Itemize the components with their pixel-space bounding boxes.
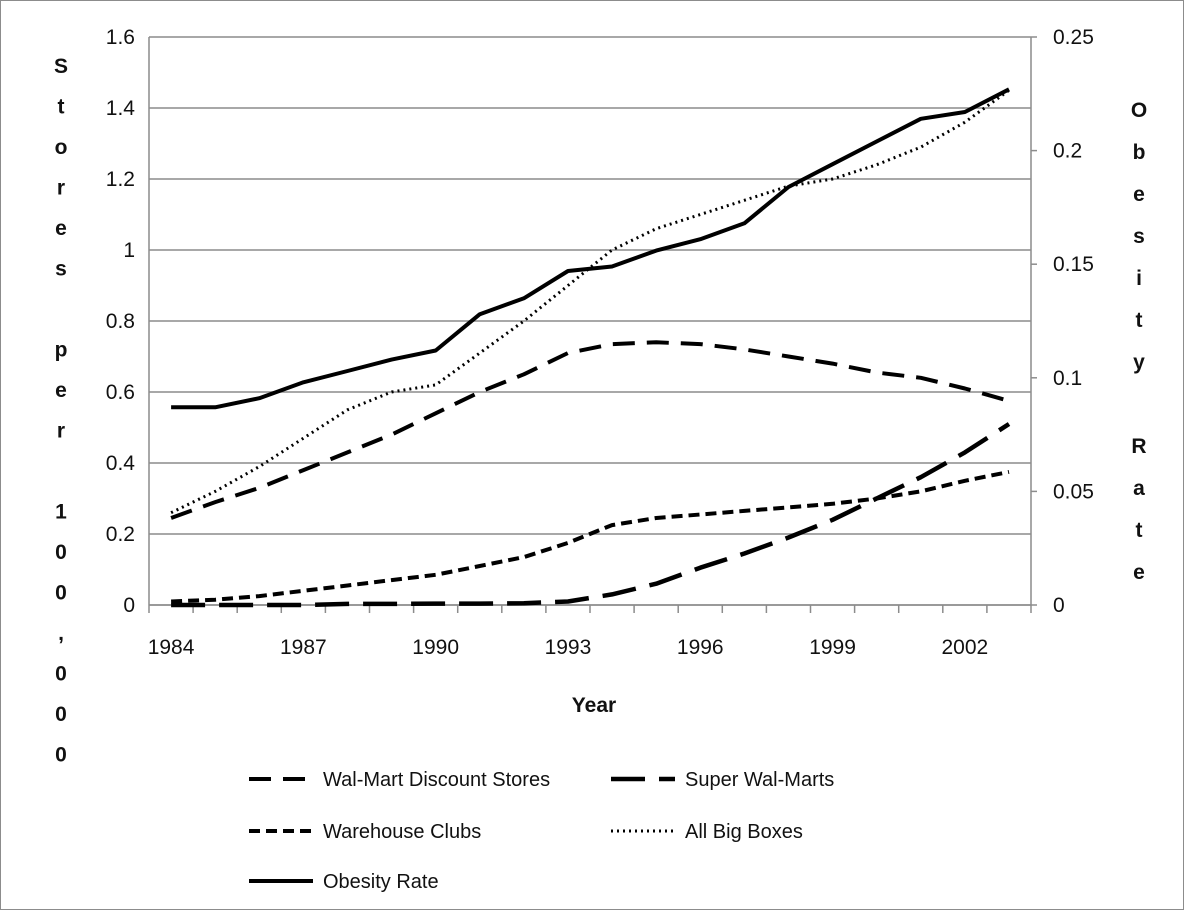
y-left-axis-title-char: t <box>58 96 65 119</box>
x-tick-label: 1999 <box>809 636 856 659</box>
y-left-axis-title-char: e <box>55 217 67 240</box>
y-left-tick-label: 1.2 <box>106 168 135 191</box>
y-left-axis-title-char: 0 <box>55 703 67 726</box>
y-right-axis-title-char: a <box>1133 477 1145 500</box>
y-right-axis-title-char: y <box>1133 351 1145 374</box>
series-line-2 <box>171 472 1009 602</box>
y-left-tick-label: 0.8 <box>106 310 135 333</box>
x-tick-label: 1993 <box>545 636 592 659</box>
y-left-tick-label: 0.6 <box>106 381 135 404</box>
y-left-axis-title-char: S <box>54 55 68 78</box>
y-left-axis-title-char: 1 <box>55 501 67 524</box>
legend-label: Obesity Rate <box>323 871 439 893</box>
y-right-axis-title-char: b <box>1133 141 1146 164</box>
y-right-tick-label: 0.2 <box>1053 140 1082 163</box>
y-right-axis-title-char: t <box>1136 519 1143 542</box>
y-right-axis-title-char: e <box>1133 561 1145 584</box>
y-left-tick-label: 0.2 <box>106 523 135 546</box>
y-left-tick-label: 1.4 <box>106 97 136 120</box>
y-left-axis-title-char: 0 <box>55 663 67 686</box>
y-right-axis-title-char: e <box>1133 183 1145 206</box>
y-right-axis-title-char: R <box>1131 435 1146 458</box>
series-line-3 <box>171 90 1009 512</box>
y-right-axis-title-char: t <box>1136 309 1143 332</box>
series-line-4 <box>171 89 1009 407</box>
legend-label: All Big Boxes <box>685 821 803 843</box>
legend-label: Wal-Mart Discount Stores <box>323 769 550 791</box>
series-line-1 <box>171 424 1009 605</box>
x-axis-title: Year <box>572 694 616 717</box>
y-right-tick-label: 0 <box>1053 594 1065 617</box>
series-line-0 <box>171 342 1009 518</box>
y-left-axis-title-char: s <box>55 258 67 281</box>
x-tick-label: 1990 <box>412 636 459 659</box>
legend-label: Warehouse Clubs <box>323 821 481 843</box>
y-right-tick-label: 0.25 <box>1053 26 1094 49</box>
y-right-axis-title-char: O <box>1131 99 1147 122</box>
y-right-axis-title-char: i <box>1136 267 1142 290</box>
y-left-tick-label: 0.4 <box>106 452 136 475</box>
x-tick-label: 2002 <box>941 636 988 659</box>
y-right-tick-label: 0.15 <box>1053 253 1094 276</box>
y-right-tick-label: 0.1 <box>1053 367 1082 390</box>
x-tick-label: 1996 <box>677 636 724 659</box>
legend-label: Super Wal-Marts <box>685 769 834 791</box>
y-left-tick-label: 1.6 <box>106 26 135 49</box>
y-right-tick-label: 0.05 <box>1053 480 1094 503</box>
y-left-axis-title-char: o <box>55 136 68 159</box>
y-left-axis-title-char: 0 <box>55 582 67 605</box>
y-left-tick-label: 0 <box>123 594 135 617</box>
y-left-axis-title-char: 0 <box>55 541 67 564</box>
y-right-axis-title-char: s <box>1133 225 1145 248</box>
y-left-tick-label: 1 <box>123 239 135 262</box>
y-left-axis-title-char: r <box>57 177 65 200</box>
y-left-axis-title-char: , <box>58 622 64 645</box>
x-tick-label: 1987 <box>280 636 327 659</box>
x-tick-label: 1984 <box>148 636 195 659</box>
y-left-axis-title-char: e <box>55 379 67 402</box>
y-left-axis-title-char: r <box>57 420 65 443</box>
y-left-axis-title-char: p <box>55 339 68 362</box>
y-left-axis-title-char: 0 <box>55 744 67 767</box>
